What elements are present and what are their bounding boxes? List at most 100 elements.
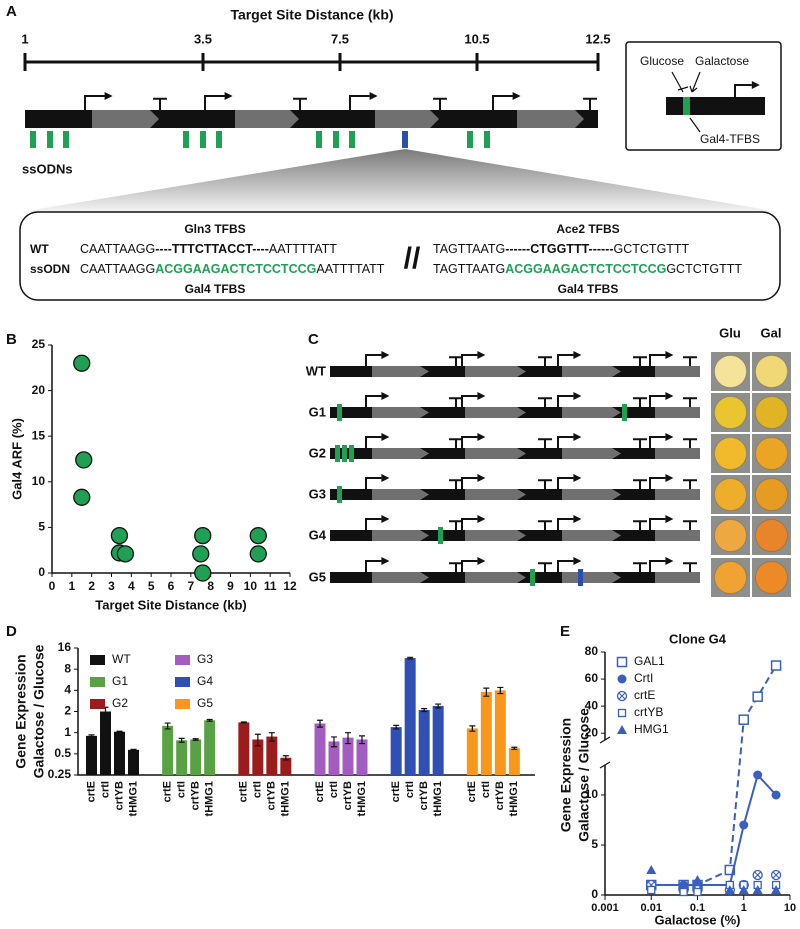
promoter-arrow — [492, 95, 513, 110]
legend-label: G3 — [197, 652, 213, 666]
bar — [176, 740, 188, 775]
strain-label: G1 — [309, 404, 326, 419]
bar — [238, 722, 250, 775]
marker — [752, 885, 763, 894]
error-bar — [317, 719, 323, 728]
arrowhead — [381, 351, 390, 359]
bar — [508, 748, 520, 775]
colony — [714, 478, 747, 511]
y-tick-label: 80 — [585, 644, 599, 658]
marker — [693, 887, 702, 897]
y-tick-label: 25 — [32, 337, 46, 351]
chevron — [517, 530, 526, 541]
gene-block — [517, 366, 562, 377]
ssodn-site — [337, 404, 342, 421]
gene-block — [517, 407, 562, 418]
y-axis-title: Gal4 ARF (%) — [9, 418, 24, 500]
gene-block — [330, 530, 372, 541]
ssodn-site — [63, 131, 69, 148]
bar — [266, 736, 278, 775]
bar — [86, 735, 97, 775]
chart-title: Clone G4 — [669, 631, 727, 646]
colony — [714, 437, 747, 470]
marker-shape — [618, 692, 626, 700]
marker — [771, 885, 782, 894]
x-tick-label: 10 — [784, 902, 796, 914]
chevron — [612, 448, 621, 459]
marker-shape — [752, 885, 763, 894]
seq: CTGGTTT — [530, 242, 589, 256]
x-tick-label: 5 — [148, 579, 155, 593]
chevron — [612, 530, 621, 541]
ssodn-site — [335, 445, 340, 462]
marker — [724, 885, 735, 894]
ssodn-site — [47, 131, 53, 148]
gene-block — [612, 530, 655, 541]
x-tick-label: 1 — [68, 579, 75, 593]
gene-block — [420, 448, 465, 459]
marker — [616, 690, 628, 702]
arrowhead — [477, 433, 486, 441]
marker — [617, 708, 627, 718]
chevron — [420, 489, 429, 500]
error-bar — [88, 734, 95, 738]
x-tick-label: crtYB — [113, 781, 125, 810]
terminator — [153, 97, 167, 110]
colony — [755, 396, 788, 429]
bar — [162, 725, 174, 775]
chevron — [420, 448, 429, 459]
legend-label: crtYB — [634, 705, 663, 719]
ssodn-site — [342, 445, 347, 462]
x-tick-label: crtI — [328, 781, 340, 798]
promoter-arrow — [365, 436, 382, 448]
tick-label: 10.5 — [464, 31, 489, 46]
error-bar — [393, 724, 400, 730]
x-tick-label: crtYB — [190, 781, 202, 810]
legend-label: G2 — [112, 696, 128, 710]
gene-block — [612, 448, 655, 459]
y-tick-label: 5 — [591, 837, 598, 851]
legend-swatch — [90, 677, 105, 687]
y-tick-label: 20 — [585, 725, 599, 739]
error-bar — [435, 703, 442, 709]
y-tick-label: 10 — [32, 474, 46, 488]
gene-block — [420, 366, 465, 377]
bar — [280, 757, 292, 775]
terminator — [293, 97, 307, 110]
ssodn-site — [402, 131, 408, 148]
promoter-arrow — [734, 84, 752, 97]
marker — [617, 725, 627, 734]
colony — [714, 519, 747, 552]
panel-label: A — [6, 3, 17, 20]
data-point — [194, 564, 212, 582]
error-bar — [497, 686, 504, 695]
x-tick-label: crtE — [238, 781, 250, 802]
x-tick-label: 8 — [207, 579, 214, 593]
arrowhead — [224, 92, 233, 100]
arrowhead — [665, 474, 674, 482]
data-point — [192, 545, 210, 563]
colony — [755, 561, 788, 594]
promoter-arrow — [365, 560, 382, 572]
terminator — [633, 520, 647, 530]
terminator — [449, 520, 463, 530]
x-axis-title: Galactose (%) — [655, 912, 741, 927]
y-axis-title: Gene Expression — [558, 718, 574, 832]
terminator — [449, 562, 463, 572]
marker-shape — [692, 875, 703, 884]
colony — [755, 478, 788, 511]
tfbs-label: Ace2 TFBS — [556, 222, 619, 236]
arrowhead — [381, 433, 390, 441]
data-point — [249, 526, 267, 545]
strain-label: G5 — [309, 569, 326, 584]
bar — [356, 739, 368, 775]
y-tick-label: 4 — [64, 683, 71, 697]
bar — [494, 690, 506, 775]
strain-label: G4 — [309, 527, 327, 542]
arrowhead — [573, 433, 582, 441]
chevron — [575, 110, 584, 128]
y-tick-label: 0 — [38, 565, 45, 579]
arrowhead — [573, 474, 582, 482]
promoter-arrow — [365, 395, 382, 407]
seq: ACGGAAGACTCTCCTCCG — [505, 262, 666, 276]
